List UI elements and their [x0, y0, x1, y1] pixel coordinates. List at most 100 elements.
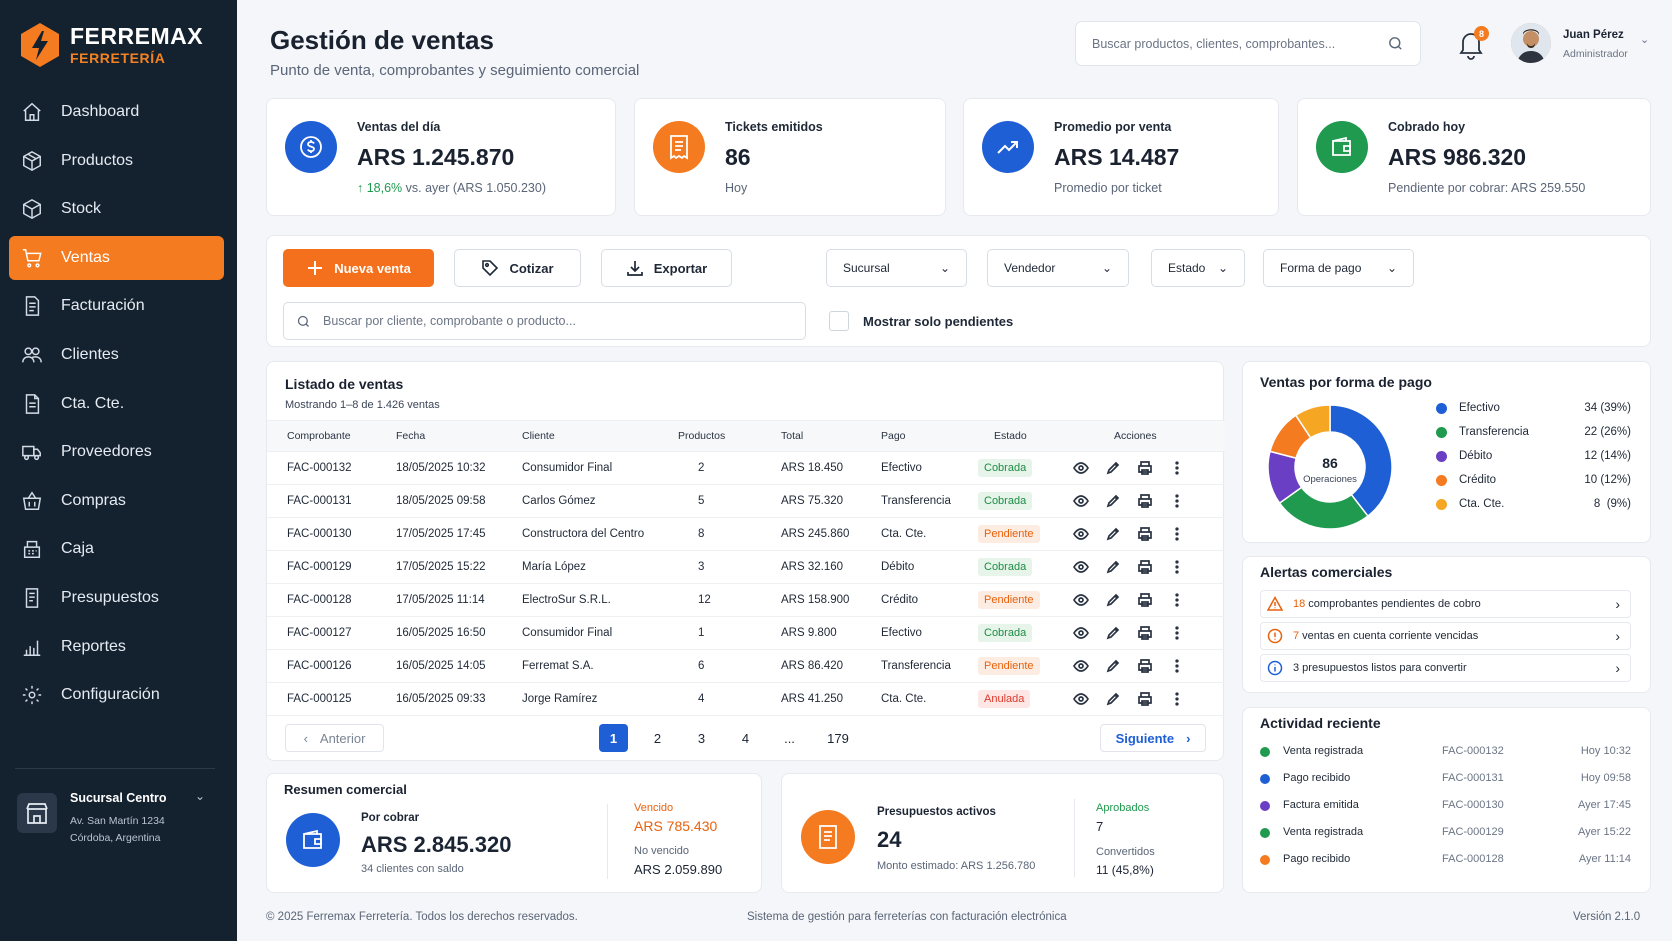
view-icon[interactable] — [1073, 617, 1089, 649]
payment-filter[interactable]: Forma de pago ⌄ — [1263, 249, 1414, 287]
page-button-last[interactable]: 179 — [827, 730, 849, 746]
print-icon[interactable] — [1137, 650, 1153, 682]
chevron-down-icon[interactable]: ⌄ — [1640, 34, 1650, 46]
activity-item[interactable]: Pago recibido FAC-000128 Ayer 11:14 — [1260, 852, 1631, 868]
table-row[interactable]: FAC-000129 17/05/2025 15:22 María López 3 AR… — [267, 551, 1225, 584]
table-row[interactable]: FAC-000125 16/05/2025 09:33 Jorge Ramírez 4… — [267, 683, 1225, 716]
edit-icon[interactable] — [1105, 452, 1121, 484]
page-button-1[interactable]: 1 — [599, 724, 628, 752]
print-icon[interactable] — [1137, 683, 1153, 715]
branch-filter[interactable]: Sucursal ⌄ — [826, 249, 967, 287]
info-icon — [1267, 660, 1283, 676]
more-vertical-icon[interactable] — [1169, 551, 1185, 583]
brand-logo[interactable]: FERREMAX FERRETERÍA — [20, 22, 203, 68]
page-button-4[interactable]: 4 — [741, 730, 750, 746]
next-page-button[interactable]: Siguiente › — [1100, 724, 1206, 752]
print-icon[interactable] — [1137, 485, 1153, 517]
edit-icon[interactable] — [1105, 584, 1121, 616]
store-icon — [17, 793, 57, 833]
user-name[interactable]: Juan Pérez — [1563, 29, 1624, 41]
edit-icon[interactable] — [1105, 617, 1121, 649]
column-header[interactable]: Cliente — [522, 430, 555, 442]
donut-slice-efectivo[interactable] — [1329, 404, 1393, 518]
sidebar-item-cta-cte[interactable]: Cta. Cte. — [9, 382, 224, 426]
alert-budgets-ready[interactable]: 3 presupuestos listos para convertir › — [1260, 654, 1631, 682]
sidebar-item-ventas[interactable]: Ventas — [9, 235, 224, 280]
more-vertical-icon[interactable] — [1169, 518, 1185, 550]
status-badge: Cobrada — [978, 558, 1033, 576]
sidebar-item-productos[interactable]: Productos — [9, 139, 224, 183]
table-row[interactable]: FAC-000131 18/05/2025 09:58 Carlos Gómez 5 A… — [267, 485, 1225, 518]
column-header[interactable]: Fecha — [396, 430, 426, 442]
print-icon[interactable] — [1137, 452, 1153, 484]
sidebar-item-caja[interactable]: Caja — [9, 527, 224, 571]
seller-filter[interactable]: Vendedor ⌄ — [987, 249, 1129, 287]
view-icon[interactable] — [1073, 518, 1089, 550]
edit-icon[interactable] — [1105, 551, 1121, 583]
print-icon[interactable] — [1137, 518, 1153, 550]
avatar[interactable] — [1511, 23, 1551, 63]
sidebar-item-dashboard[interactable]: Dashboard — [9, 90, 224, 134]
activity-item[interactable]: Pago recibido FAC-000131 Hoy 09:58 — [1260, 771, 1631, 787]
sidebar-item-clientes[interactable]: Clientes — [9, 333, 224, 377]
edit-icon[interactable] — [1105, 650, 1121, 682]
sales-search-input[interactable] — [323, 314, 793, 328]
table-row[interactable]: FAC-000128 17/05/2025 11:14 ElectroSur S.R… — [267, 584, 1225, 617]
sales-search[interactable] — [283, 302, 806, 340]
more-vertical-icon[interactable] — [1169, 650, 1185, 682]
column-header[interactable]: Pago — [881, 430, 906, 442]
view-icon[interactable] — [1073, 452, 1089, 484]
more-vertical-icon[interactable] — [1169, 617, 1185, 649]
alert-overdue-accounts[interactable]: 7 ventas en cuenta corriente vencidas › — [1260, 622, 1631, 650]
view-icon[interactable] — [1073, 683, 1089, 715]
column-header[interactable]: Productos — [678, 430, 726, 442]
more-vertical-icon[interactable] — [1169, 452, 1185, 484]
column-header[interactable]: Estado — [994, 430, 1027, 442]
edit-icon[interactable] — [1105, 518, 1121, 550]
edit-icon[interactable] — [1105, 683, 1121, 715]
view-icon[interactable] — [1073, 551, 1089, 583]
more-vertical-icon[interactable] — [1169, 485, 1185, 517]
global-search-input[interactable] — [1092, 36, 1387, 51]
column-header[interactable]: Total — [781, 430, 804, 442]
sidebar-item-proveedores[interactable]: Proveedores — [9, 430, 224, 474]
column-header[interactable]: Comprobante — [287, 430, 351, 442]
print-icon[interactable] — [1137, 617, 1153, 649]
print-icon[interactable] — [1137, 584, 1153, 616]
page-button-3[interactable]: 3 — [697, 730, 706, 746]
sidebar-item-compras[interactable]: Compras — [9, 479, 224, 523]
sidebar-item-stock[interactable]: Stock — [9, 187, 224, 231]
table-row[interactable]: FAC-000132 18/05/2025 10:32 Consumidor Fin… — [267, 452, 1225, 485]
donut-slice-ctacte[interactable] — [1294, 404, 1331, 439]
table-row[interactable]: FAC-000130 17/05/2025 17:45 Constructora d… — [267, 518, 1225, 551]
sidebar-item-configuracion[interactable]: Configuración — [9, 673, 224, 717]
view-icon[interactable] — [1073, 650, 1089, 682]
branch-selector[interactable]: Sucursal Centro Av. San Martín 1234 Córd… — [15, 768, 215, 844]
table-row[interactable]: FAC-000126 16/05/2025 14:05 Ferremat S.A. 6… — [267, 650, 1225, 683]
print-icon[interactable] — [1137, 551, 1153, 583]
only-pending-label[interactable]: Mostrar solo pendientes — [863, 314, 1014, 329]
activity-item[interactable]: Venta registrada FAC-000129 Ayer 15:22 — [1260, 825, 1631, 841]
activity-item[interactable]: Factura emitida FAC-000130 Ayer 17:45 — [1260, 798, 1631, 814]
activity-item[interactable]: Venta registrada FAC-000132 Hoy 10:32 — [1260, 744, 1631, 760]
alert-pending-receipts[interactable]: 18 comprobantes pendientes de cobro › — [1260, 590, 1631, 618]
sidebar-item-reportes[interactable]: Reportes — [9, 625, 224, 669]
page-button-2[interactable]: 2 — [653, 730, 662, 746]
only-pending-checkbox[interactable] — [829, 311, 849, 331]
previous-page-button[interactable]: ‹ Anterior — [285, 724, 384, 752]
edit-icon[interactable] — [1105, 485, 1121, 517]
quote-button[interactable]: Cotizar — [454, 249, 581, 287]
view-icon[interactable] — [1073, 485, 1089, 517]
new-sale-button[interactable]: Nueva venta — [283, 249, 434, 287]
more-vertical-icon[interactable] — [1169, 683, 1185, 715]
sidebar-item-facturacion[interactable]: Facturación — [9, 284, 224, 328]
global-search[interactable] — [1075, 21, 1421, 66]
table-row[interactable]: FAC-000127 16/05/2025 16:50 Consumidor Fin… — [267, 617, 1225, 650]
status-filter[interactable]: Estado ⌄ — [1151, 249, 1245, 287]
more-vertical-icon[interactable] — [1169, 584, 1185, 616]
export-button[interactable]: Exportar — [601, 249, 732, 287]
sidebar-item-presupuestos[interactable]: Presupuestos — [9, 576, 224, 620]
view-icon[interactable] — [1073, 584, 1089, 616]
warning-icon — [1267, 596, 1283, 611]
export-label: Exportar — [653, 260, 708, 276]
